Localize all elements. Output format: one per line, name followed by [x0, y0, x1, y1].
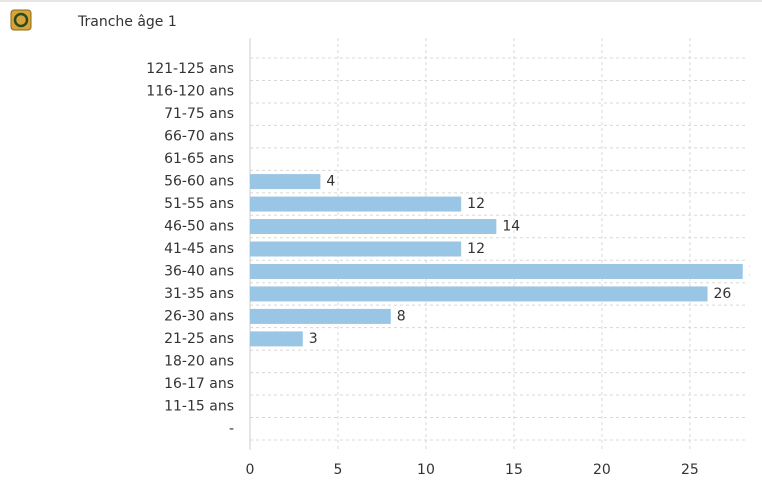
y-tick-label: 61-65 ans	[164, 151, 234, 167]
bar	[250, 331, 303, 347]
y-tick-label: 31-35 ans	[164, 286, 234, 302]
y-tick-label: 11-15 ans	[164, 398, 234, 414]
y-tick-label: 46-50 ans	[164, 219, 234, 235]
bar	[250, 263, 743, 279]
value-label: 14	[502, 219, 520, 235]
x-tick-label: 25	[681, 462, 699, 478]
x-tick-label: 5	[334, 462, 343, 478]
value-label: 12	[467, 196, 485, 212]
refresh-icon[interactable]	[10, 9, 32, 31]
x-tick-label: 15	[505, 462, 523, 478]
y-tick-label: 121-125 ans	[146, 61, 234, 77]
y-tick-label: 116-120 ans	[146, 84, 234, 100]
value-label: 3	[309, 331, 318, 347]
value-label: 26	[714, 286, 732, 302]
y-tick-label: 66-70 ans	[164, 129, 234, 145]
bar	[250, 219, 497, 235]
value-label: 28	[749, 263, 762, 279]
x-tick-label: 20	[593, 462, 611, 478]
y-tick-label: 16-17 ans	[164, 376, 234, 392]
plot: 0 5 10 15 20 25 121-125 ans 116-120 ans 71-75 an…	[146, 38, 762, 478]
y-tick-label: 56-60 ans	[164, 174, 234, 190]
y-tick-label: -	[229, 421, 234, 437]
y-tick-label: 71-75 ans	[164, 106, 234, 122]
bar	[250, 174, 321, 190]
y-tick-label: 18-20 ans	[164, 353, 234, 369]
y-tick-label: 26-30 ans	[164, 308, 234, 324]
y-tick-label: 51-55 ans	[164, 196, 234, 212]
y-tick-label: 36-40 ans	[164, 263, 234, 279]
chart-title: Tranche âge 1	[77, 14, 177, 30]
x-tick-label: 10	[417, 462, 435, 478]
x-tick-label: 0	[246, 462, 255, 478]
value-label: 12	[467, 241, 485, 257]
bar	[250, 308, 391, 324]
value-label: 4	[326, 174, 335, 190]
y-tick-label: 21-25 ans	[164, 331, 234, 347]
bar	[250, 241, 462, 257]
value-label: 8	[397, 308, 406, 324]
bar	[250, 196, 462, 212]
y-tick-label: 41-45 ans	[164, 241, 234, 257]
icon-arrow[interactable]	[13, 12, 29, 28]
bar	[250, 286, 708, 302]
